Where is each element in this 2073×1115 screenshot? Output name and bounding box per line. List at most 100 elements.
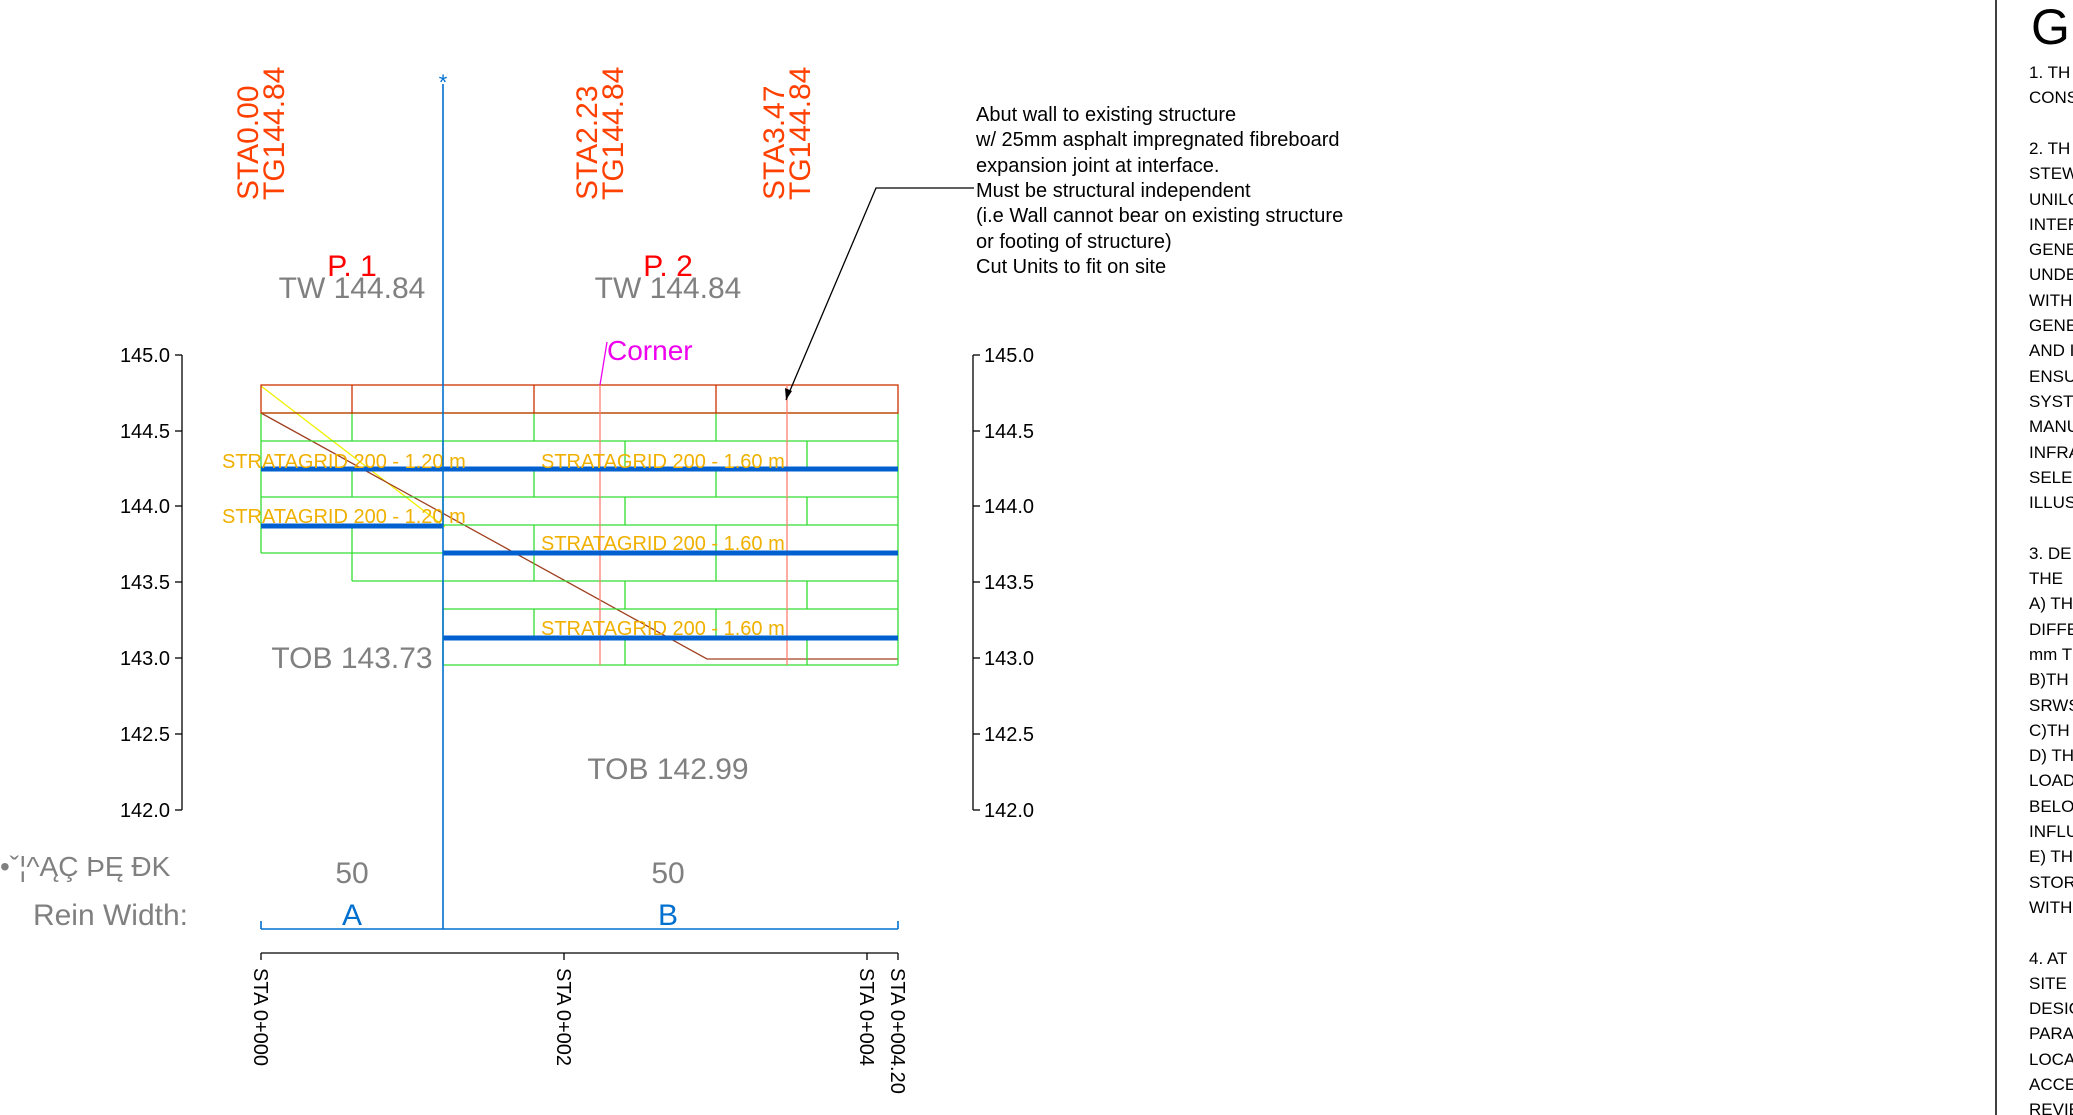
- note-line: UNILO: [2029, 189, 2073, 209]
- width-value: 50: [651, 857, 684, 890]
- note-line: LOAD: [2029, 771, 2073, 791]
- note-line: DIFFE: [2029, 619, 2073, 639]
- note-line: GENE: [2029, 316, 2073, 335]
- left-elevation-axis: [175, 354, 183, 811]
- right-tick-label: 144.0: [984, 496, 1034, 518]
- note-line: INFLU: [2029, 822, 2073, 841]
- note-line: 2. TH: [2029, 138, 2071, 158]
- garbled-row-label: •ˇ¦^ĄÇ ÞĘ ÐK: [0, 851, 171, 882]
- right-elevation-axis: [972, 354, 980, 811]
- note-line: REVIE: [2029, 1100, 2073, 1115]
- left-tick-label: 143.5: [120, 572, 170, 594]
- note-line: SITE: [2029, 973, 2067, 993]
- station-label: STA0.00: [232, 85, 265, 200]
- annotation-line: expansion joint at interface.: [976, 155, 1220, 177]
- note-line: GENE: [2029, 240, 2073, 260]
- rein-width-label: Rein Width:: [33, 899, 188, 932]
- station-tick-label: STA 0+002: [552, 968, 574, 1066]
- note-line: SELE: [2029, 467, 2073, 487]
- note-line: INTER: [2029, 214, 2073, 234]
- station-label: STA3.47: [758, 85, 791, 200]
- annotation-line: or footing of structure): [976, 231, 1172, 253]
- width-value: 50: [335, 857, 368, 890]
- note-line: STOR: [2029, 872, 2073, 892]
- right-tick-label: 142.5: [984, 724, 1034, 746]
- right-tick-label: 143.5: [984, 572, 1034, 594]
- left-tick-label: 143.0: [120, 648, 170, 670]
- note-line: STEW: [2029, 164, 2073, 184]
- note-line: SRWS: [2029, 695, 2073, 715]
- corner-leader: [599, 341, 608, 386]
- notes-heading: GE: [2031, 0, 2073, 55]
- note-line: WITH: [2029, 897, 2073, 917]
- annotation-line: Cut Units to fit on site: [976, 256, 1166, 278]
- left-tick-label: 142.5: [120, 724, 170, 746]
- note-line: LOCA: [2029, 1049, 2073, 1069]
- right-tick-label: 142.0: [984, 800, 1034, 822]
- note-line: 1. TH: [2029, 63, 2071, 82]
- station-tick-label: STA 0+000: [249, 968, 271, 1066]
- station-axis: [260, 952, 899, 960]
- note-line: AND I: [2029, 341, 2073, 361]
- corner-label: Corner: [607, 335, 693, 366]
- top-grade-label: TG144.84: [784, 67, 817, 200]
- top-grade-label: TG144.84: [597, 67, 630, 200]
- top-of-wall-label: TW 144.84: [595, 272, 742, 305]
- annotation-leader: [785, 187, 974, 401]
- geogrid-label: STRATAGRID 200 - 1.20 m: [222, 506, 466, 528]
- annotation-line: (i.e Wall cannot bear on existing struct…: [976, 205, 1343, 227]
- top-of-base-label: TOB 142.99: [587, 753, 748, 786]
- note-line: INFRA: [2029, 442, 2073, 462]
- note-line: ACCE: [2029, 1075, 2073, 1094]
- centerline-marker: *: [439, 70, 448, 95]
- note-line: SYST: [2029, 391, 2073, 411]
- annotation-line: Must be structural independent: [976, 180, 1251, 202]
- zone-dimension-line: [260, 921, 899, 930]
- note-line: C)TH: [2029, 720, 2070, 740]
- wall-section-drawing: 145.0 144.5 144.0 143.5 143.0 142.5 142.…: [0, 0, 1997, 1115]
- right-tick-label: 145.0: [984, 345, 1034, 367]
- left-tick-label: 144.0: [120, 496, 170, 518]
- left-tick-label: 145.0: [120, 345, 170, 367]
- left-tick-label: 142.0: [120, 800, 170, 822]
- note-line: 3. DE: [2029, 543, 2072, 563]
- zone-label: B: [658, 899, 678, 932]
- note-line: BELO: [2029, 796, 2073, 816]
- note-line: B)TH: [2029, 670, 2069, 690]
- station-tick-label: STA 0+004: [855, 968, 877, 1066]
- note-line: E) TH: [2029, 847, 2073, 867]
- geogrid-layers: [261, 466, 898, 641]
- top-of-base-label: TOB 143.73: [271, 642, 432, 675]
- note-line: mm T: [2029, 644, 2073, 664]
- excavation-line: [260, 412, 898, 660]
- cap-units: [260, 384, 899, 414]
- geogrid-label: STRATAGRID 200 - 1.60 m: [541, 451, 785, 473]
- panel-label: P. 2: [643, 250, 693, 283]
- station-tick-label: STA 0+004.20: [886, 968, 908, 1094]
- annotation-line: Abut wall to existing structure: [976, 104, 1236, 126]
- note-line: ENSU: [2029, 366, 2073, 386]
- note-line: THE: [2029, 569, 2063, 588]
- geogrid-label: STRATAGRID 200 - 1.60 m: [541, 618, 785, 640]
- top-grade-label: TG144.84: [258, 67, 291, 200]
- note-line: 4. AT: [2029, 948, 2068, 968]
- right-tick-label: 143.0: [984, 648, 1034, 670]
- station-label: STA2.23: [571, 85, 604, 200]
- panel-label: P. 1: [327, 250, 377, 283]
- note-line: A) TH: [2029, 594, 2073, 614]
- excavation-line: [260, 385, 446, 528]
- geogrid-label: STRATAGRID 200 - 1.20 m: [222, 451, 466, 473]
- left-tick-label: 144.5: [120, 421, 170, 443]
- note-line: PARA: [2029, 1024, 2073, 1044]
- note-line: WITH: [2029, 290, 2073, 310]
- annotation-line: w/ 25mm asphalt impregnated fibreboard: [975, 129, 1340, 151]
- right-tick-label: 144.5: [984, 421, 1034, 443]
- top-of-wall-label: TW 144.84: [279, 272, 426, 305]
- geogrid-label: STRATAGRID 200 - 1.60 m: [541, 533, 785, 555]
- zone-label: A: [342, 899, 362, 932]
- note-line: D) TH: [2029, 746, 2073, 766]
- note-line: CONS: [2029, 88, 2073, 108]
- note-line: MANU: [2029, 417, 2073, 437]
- general-notes-panel: GE 1. TH CONS 2. TH STEW UNILO INTER GENE UNDE W…: [2027, 0, 2073, 1115]
- note-line: DESIG: [2029, 999, 2073, 1019]
